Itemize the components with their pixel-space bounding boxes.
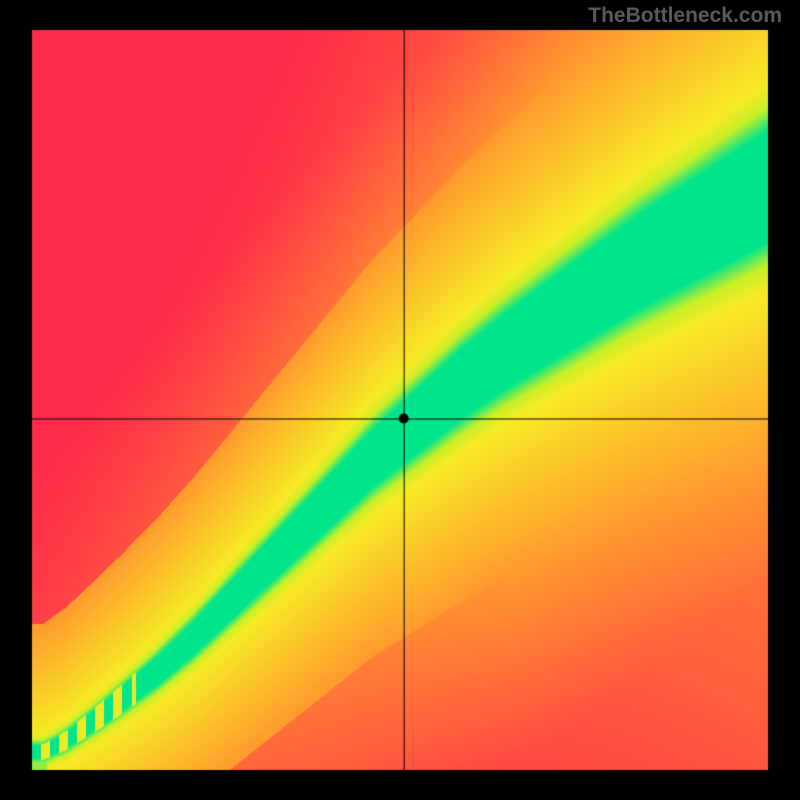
- watermark-text: TheBottleneck.com: [588, 4, 782, 28]
- heatmap-canvas: [0, 0, 800, 800]
